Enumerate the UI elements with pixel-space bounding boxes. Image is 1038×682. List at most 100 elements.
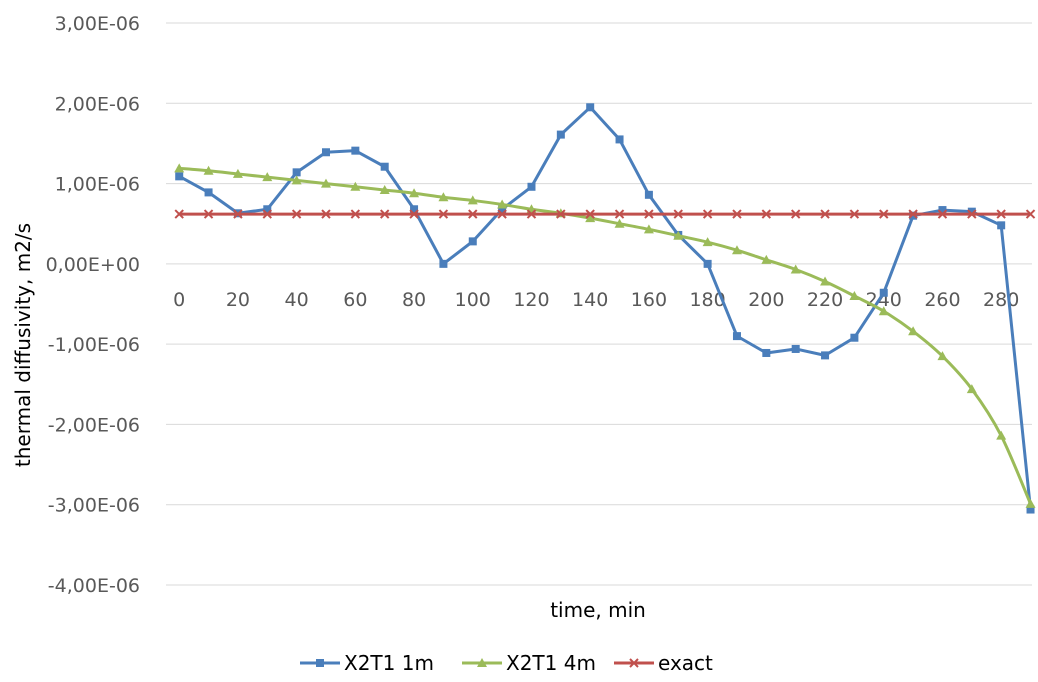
data-point — [849, 209, 860, 219]
legend-item: X2T1 1m — [300, 651, 434, 675]
legend-item: X2T1 4m — [462, 651, 596, 675]
data-point — [790, 264, 801, 274]
legend-label: X2T1 4m — [506, 651, 596, 675]
legend-swatch-marker — [629, 658, 639, 668]
data-point — [644, 209, 654, 219]
data-point — [498, 205, 507, 214]
data-point — [614, 209, 625, 219]
data-point — [702, 209, 713, 219]
data-point — [203, 165, 214, 175]
data-point — [556, 209, 566, 219]
data-point — [1025, 498, 1036, 508]
data-point — [878, 306, 889, 316]
data-point — [291, 175, 302, 185]
x-tick-label: 20 — [226, 289, 250, 311]
data-point — [996, 209, 1006, 219]
data-point — [849, 290, 860, 300]
data-point — [350, 209, 361, 219]
x-tick-label: 200 — [748, 289, 784, 311]
legend-item: exact — [614, 651, 713, 675]
y-tick-label: -2,00E-06 — [48, 414, 140, 436]
data-point — [350, 181, 361, 191]
data-point — [1026, 505, 1035, 514]
data-point — [908, 326, 919, 336]
y-tick-label: 3,00E-06 — [55, 13, 140, 35]
data-point — [263, 205, 272, 214]
data-point — [410, 205, 419, 214]
data-point — [233, 209, 243, 219]
x-axis-tick-labels: 0 20 40 60 80 100 120 140 160 180 200 220 240 260 280 — [173, 289, 1019, 311]
data-point — [262, 209, 272, 219]
data-point — [320, 178, 331, 188]
data-point — [643, 224, 654, 234]
data-point — [467, 195, 478, 205]
legend-label: exact — [658, 651, 713, 675]
y-tick-label: -1,00E-06 — [48, 334, 140, 356]
legend-swatch-marker — [477, 658, 487, 667]
data-point — [174, 209, 184, 219]
data-point — [585, 209, 595, 219]
data-point — [497, 209, 507, 219]
data-point — [321, 209, 331, 219]
data-point — [175, 172, 184, 181]
data-point — [644, 190, 653, 199]
y-axis-title: thermal diffusivity, m2/s — [11, 223, 35, 467]
legend-label: X2T1 1m — [344, 651, 434, 675]
x-tick-label: 100 — [455, 289, 491, 311]
series-line-0 — [178, 105, 1033, 510]
data-point — [556, 130, 565, 139]
data-point — [321, 148, 330, 157]
gridlines — [166, 22, 1032, 586]
data-point — [351, 146, 360, 155]
series-0 — [175, 103, 1035, 514]
data-point — [732, 209, 742, 219]
data-point — [526, 209, 537, 219]
series-group — [174, 103, 1036, 514]
data-point — [732, 332, 741, 341]
data-point — [409, 209, 419, 219]
data-point — [937, 209, 948, 219]
data-point — [790, 209, 801, 219]
x-tick-label: 40 — [285, 289, 309, 311]
data-point — [586, 103, 595, 112]
data-point — [791, 344, 800, 353]
data-point — [850, 333, 859, 342]
data-point — [379, 209, 390, 219]
data-point — [1025, 209, 1036, 219]
y-tick-label: -3,00E-06 — [48, 495, 140, 517]
data-point — [291, 209, 302, 219]
data-point — [820, 209, 830, 219]
data-point — [909, 211, 918, 220]
legend-swatch-marker — [316, 659, 324, 667]
data-point — [292, 168, 301, 177]
data-point — [879, 209, 889, 219]
y-tick-label: 0,00E+00 — [46, 254, 140, 276]
series-2 — [174, 209, 1036, 219]
data-point — [821, 351, 830, 360]
data-point — [967, 207, 976, 216]
data-point — [204, 188, 213, 197]
data-point — [997, 221, 1006, 230]
data-point — [174, 163, 185, 173]
data-point — [497, 199, 508, 209]
data-point — [879, 288, 888, 297]
data-point — [379, 184, 390, 194]
data-point — [908, 209, 918, 219]
data-point — [438, 209, 449, 219]
data-point — [439, 259, 448, 268]
data-point — [232, 168, 243, 178]
data-point — [673, 230, 684, 240]
data-point — [820, 276, 831, 286]
data-point — [703, 259, 712, 268]
legend: X2T1 1m X2T1 4m exact — [300, 651, 713, 675]
data-point — [614, 218, 625, 228]
y-axis-tick-labels: 3,00E-06 2,00E-06 1,00E-06 0,00E+00 -1,00E-0… — [46, 13, 140, 597]
x-tick-label: 180 — [689, 289, 725, 311]
x-tick-label: 120 — [513, 289, 549, 311]
data-point — [615, 135, 624, 144]
data-point — [937, 351, 948, 361]
x-tick-label: 140 — [572, 289, 608, 311]
series-line-1 — [179, 166, 1032, 505]
data-point — [409, 188, 420, 198]
